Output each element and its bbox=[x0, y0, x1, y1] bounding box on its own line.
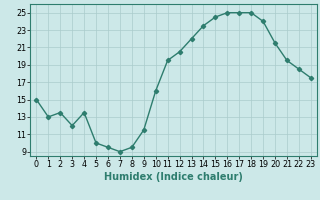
X-axis label: Humidex (Indice chaleur): Humidex (Indice chaleur) bbox=[104, 172, 243, 182]
